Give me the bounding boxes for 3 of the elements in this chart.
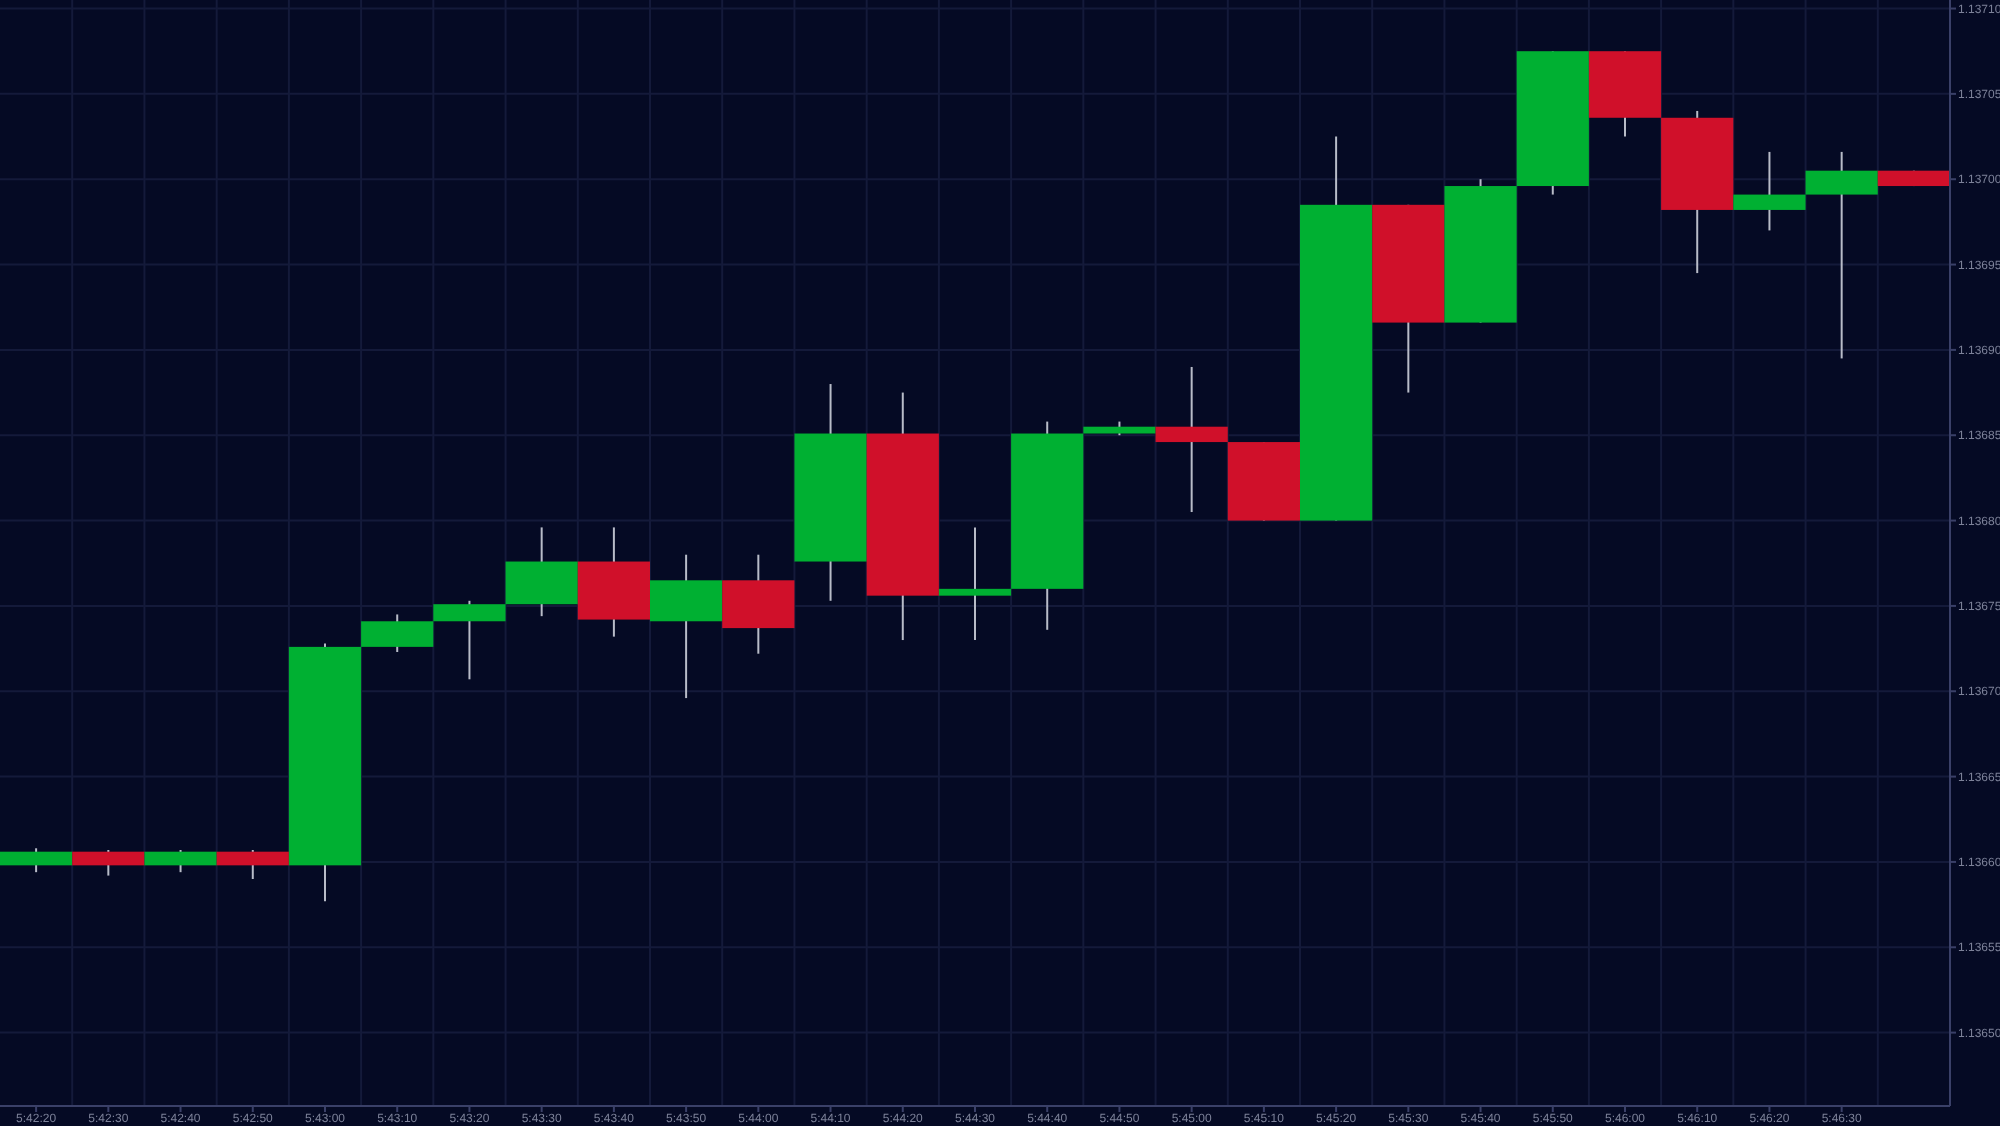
- candlestick: [938, 526, 1012, 642]
- candlestick: [1155, 365, 1228, 514]
- candlestick: [1805, 150, 1878, 360]
